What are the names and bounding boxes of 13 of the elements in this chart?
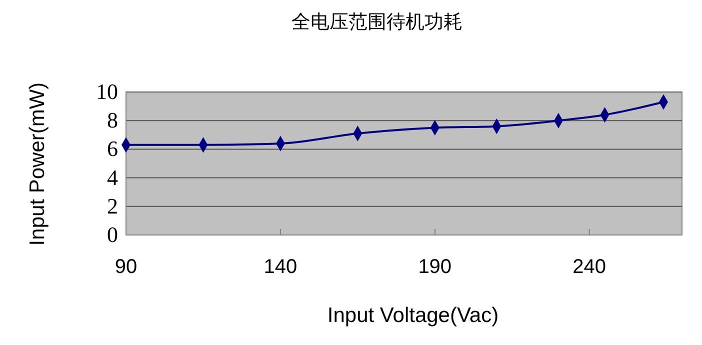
y-tick-label: 10: [96, 79, 118, 104]
y-tick-label: 2: [107, 193, 118, 218]
x-axis-title: Input Voltage(Vac): [327, 304, 499, 327]
x-tick-label: 90: [114, 256, 138, 278]
x-tick-label: 190: [418, 256, 452, 278]
y-tick-label: 8: [107, 108, 118, 133]
y-tick-label: 6: [107, 136, 118, 162]
x-tick-label: 140: [264, 256, 298, 278]
y-axis-title: Input Power(mW): [26, 82, 49, 246]
y-tick-label: 4: [107, 164, 118, 190]
chart-title: 全电压范围待机功耗: [292, 11, 462, 33]
y-tick-label: 0: [107, 222, 118, 248]
x-tick-label: 240: [572, 256, 606, 278]
